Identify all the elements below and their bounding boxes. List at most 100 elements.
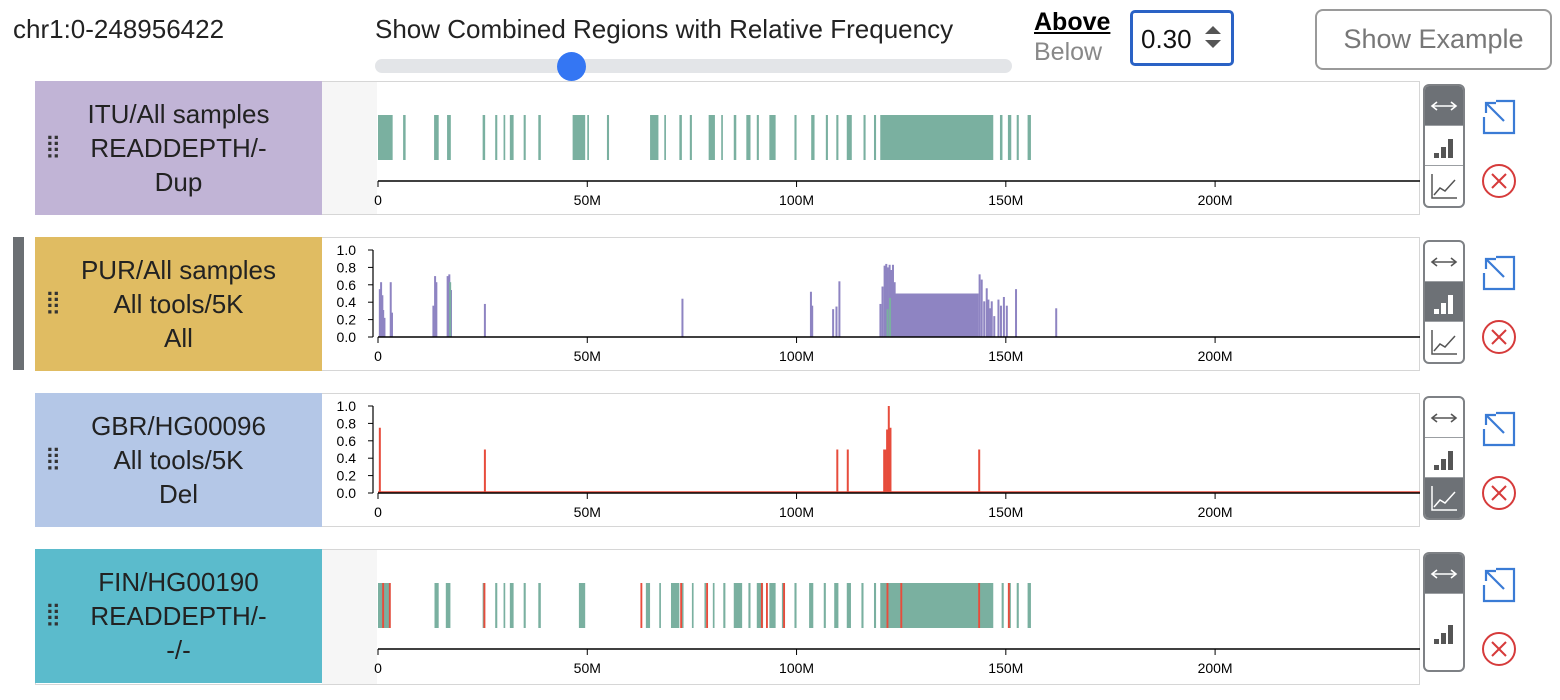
drag-handle-icon[interactable]: ⣿ <box>45 445 61 470</box>
line-view-button[interactable] <box>1425 166 1463 206</box>
track-label-line: PUR/All samples <box>80 255 277 285</box>
axis-tick-label: 100M <box>779 192 814 208</box>
remove-track-button[interactable] <box>1478 472 1520 514</box>
cnv-segment <box>834 583 839 628</box>
cnv-segment <box>434 115 439 160</box>
frequency-bar <box>885 263 888 337</box>
expand-view-button[interactable] <box>1425 398 1463 438</box>
bar-view-button[interactable] <box>1425 594 1463 670</box>
cnv-segment <box>999 115 1003 160</box>
frequency-bar <box>980 279 983 337</box>
y-axis-tick-label: 0.2 <box>337 468 357 484</box>
genome-axis: 0 50M 100M 150M 200M <box>374 492 1420 520</box>
y-axis-tick-label: 0.4 <box>337 450 357 466</box>
cnv-segment <box>712 583 715 628</box>
frequency-bar <box>990 301 993 337</box>
frequency-bar <box>811 305 814 337</box>
cnv-segment <box>606 115 610 160</box>
axis-tick-label: 150M <box>988 660 1023 676</box>
cnv-segment <box>650 115 659 160</box>
track-label-line: All tools/5K <box>113 289 244 319</box>
cnv-segment <box>708 115 715 160</box>
cnv-segment <box>880 583 994 628</box>
drag-handle-icon[interactable]: ⣿ <box>45 289 61 314</box>
bar-view-button[interactable] <box>1425 282 1463 322</box>
open-track-button[interactable] <box>1478 563 1520 605</box>
bar-view-button[interactable] <box>1425 438 1463 478</box>
frequency-bar <box>390 312 393 337</box>
track-label-line: ITU/All samples <box>87 99 270 129</box>
axis-tick-label: 150M <box>988 504 1023 520</box>
cnv-segment <box>378 115 393 160</box>
cnv-segment <box>572 115 586 160</box>
remove-track-button[interactable] <box>1478 160 1520 202</box>
cnv-segment <box>760 583 763 628</box>
cnv-segment <box>746 115 751 160</box>
frequency-bar <box>997 299 1000 337</box>
frequency-bar <box>983 301 986 337</box>
open-track-button[interactable] <box>1478 407 1520 449</box>
open-in-new-icon <box>1482 255 1516 291</box>
cnv-segment <box>756 115 759 160</box>
cnv-segment <box>769 115 776 160</box>
frequency-lines <box>378 406 1420 493</box>
open-in-new-icon <box>1482 99 1516 135</box>
below-toggle[interactable]: Below <box>1034 38 1103 66</box>
track-label-line: -/- <box>166 635 191 665</box>
axis-tick-label: 0 <box>374 192 382 208</box>
frequency-bar <box>382 310 385 337</box>
frequency-bar <box>1015 289 1018 337</box>
y-axis-tick-label: 0.0 <box>337 329 357 345</box>
expand-icon <box>1430 568 1458 579</box>
frequency-axis: 1.00.8 0.60.4 0.20.0 <box>337 398 374 501</box>
track-padding <box>322 550 377 684</box>
track-label-line: Dup <box>154 167 203 197</box>
expand-view-button[interactable] <box>1425 86 1463 126</box>
open-track-button[interactable] <box>1478 251 1520 293</box>
frequency-slider-track[interactable] <box>375 59 1012 73</box>
track-label-gbr: GBR/HG00096 All tools/5K Del <box>35 393 322 527</box>
track-label-itu: ITU/All samples READDEPTH/- Dup <box>35 81 322 215</box>
frequency-slider-thumb[interactable] <box>557 52 586 81</box>
cnv-segment <box>733 583 743 628</box>
line-view-button[interactable] <box>1425 478 1463 518</box>
cnv-segment <box>1016 583 1019 628</box>
frequency-bar <box>809 291 812 337</box>
cnv-segment <box>873 115 877 160</box>
line-chart-icon <box>1431 486 1457 511</box>
view-mode-controls <box>1423 84 1465 208</box>
frequency-bar <box>985 288 988 337</box>
threshold-increment-icon[interactable] <box>1205 26 1221 34</box>
frequency-bar <box>835 306 838 337</box>
expand-view-button[interactable] <box>1425 554 1463 594</box>
frequency-bar <box>449 282 452 337</box>
threshold-value[interactable]: 0.30 <box>1141 24 1192 54</box>
drag-handle-icon[interactable]: ⣿ <box>45 133 61 158</box>
expand-icon <box>1430 412 1458 423</box>
bar-view-button[interactable] <box>1425 126 1463 166</box>
open-track-button[interactable] <box>1478 95 1520 137</box>
threshold-decrement-icon[interactable] <box>1205 40 1221 48</box>
show-example-button[interactable]: Show Example <box>1315 9 1552 70</box>
cnv-segment <box>691 583 694 628</box>
frequency-bar <box>883 449 886 493</box>
frequency-bar <box>1005 305 1008 337</box>
expand-view-button[interactable] <box>1425 242 1463 282</box>
frequency-bar <box>893 293 979 337</box>
line-view-button[interactable] <box>1425 322 1463 362</box>
cnv-segment <box>811 115 815 160</box>
track-plot-pur: 1.00.8 0.60.4 0.20.0 0 50M 100M 150M 200M <box>337 242 1420 364</box>
cnv-segment <box>509 115 514 160</box>
track-label-line: FIN/HG00190 <box>98 567 259 597</box>
frequency-bar <box>389 282 392 337</box>
track-plot-gbr: 1.00.8 0.60.4 0.20.0 0 50M 100M 150M 200M <box>337 398 1420 520</box>
frequency-bar <box>890 270 893 337</box>
axis-tick-label: 0 <box>374 348 382 364</box>
view-mode-controls <box>1423 396 1465 520</box>
drag-handle-icon[interactable]: ⣿ <box>45 601 61 626</box>
remove-track-button[interactable] <box>1478 628 1520 670</box>
threshold-input[interactable] <box>1130 10 1234 66</box>
above-toggle[interactable]: Above <box>1034 8 1111 36</box>
frequency-bar <box>989 308 992 337</box>
remove-track-button[interactable] <box>1478 316 1520 358</box>
